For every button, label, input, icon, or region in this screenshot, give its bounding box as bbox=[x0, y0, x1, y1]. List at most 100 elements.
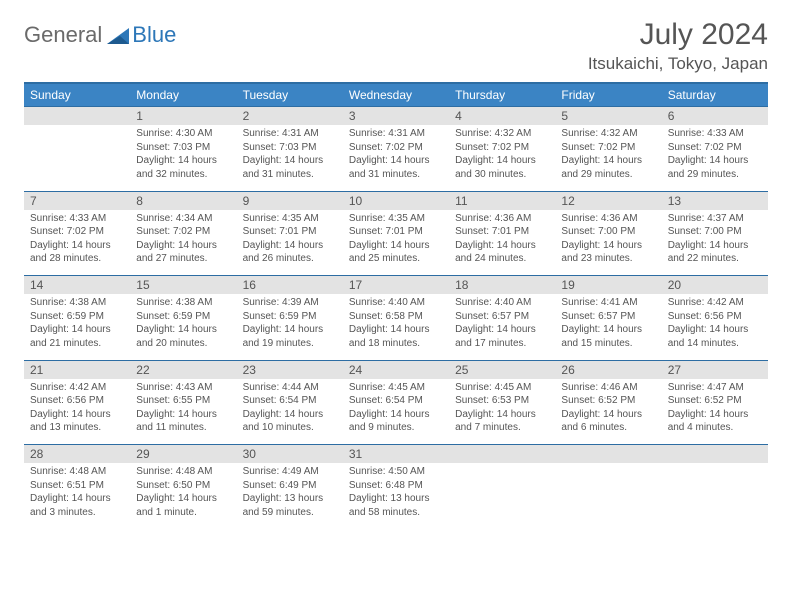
day-number: 22 bbox=[130, 360, 236, 379]
sunrise-text: Sunrise: 4:49 AM bbox=[243, 465, 337, 479]
day-number: 27 bbox=[662, 360, 768, 379]
day-number: 29 bbox=[130, 445, 236, 464]
day-number: 15 bbox=[130, 276, 236, 295]
day-cell: Sunrise: 4:43 AMSunset: 6:55 PMDaylight:… bbox=[130, 379, 236, 445]
sail-icon bbox=[106, 25, 130, 45]
sunset-text: Sunset: 7:02 PM bbox=[30, 225, 124, 239]
sunrise-text: Sunrise: 4:50 AM bbox=[349, 465, 443, 479]
day-cell: Sunrise: 4:35 AMSunset: 7:01 PMDaylight:… bbox=[237, 210, 343, 276]
day-cell bbox=[24, 125, 130, 191]
day-cell bbox=[449, 463, 555, 529]
weekday-header: Friday bbox=[555, 83, 661, 107]
sunset-text: Sunset: 6:54 PM bbox=[243, 394, 337, 408]
daylight-text: Daylight: 14 hours and 20 minutes. bbox=[136, 323, 230, 350]
day-number: 12 bbox=[555, 191, 661, 210]
day-cell: Sunrise: 4:34 AMSunset: 7:02 PMDaylight:… bbox=[130, 210, 236, 276]
day-number bbox=[662, 445, 768, 464]
header: General Blue July 2024 Itsukaichi, Tokyo… bbox=[24, 18, 768, 74]
daylight-text: Daylight: 14 hours and 25 minutes. bbox=[349, 239, 443, 266]
day-cell: Sunrise: 4:42 AMSunset: 6:56 PMDaylight:… bbox=[24, 379, 130, 445]
sunset-text: Sunset: 7:02 PM bbox=[668, 141, 762, 155]
sunset-text: Sunset: 6:59 PM bbox=[136, 310, 230, 324]
daylight-text: Daylight: 14 hours and 3 minutes. bbox=[30, 492, 124, 519]
day-cell: Sunrise: 4:39 AMSunset: 6:59 PMDaylight:… bbox=[237, 294, 343, 360]
sunset-text: Sunset: 6:48 PM bbox=[349, 479, 443, 493]
logo: General Blue bbox=[24, 22, 176, 48]
day-number: 19 bbox=[555, 276, 661, 295]
sunset-text: Sunset: 6:52 PM bbox=[561, 394, 655, 408]
day-number: 10 bbox=[343, 191, 449, 210]
sunset-text: Sunset: 7:01 PM bbox=[455, 225, 549, 239]
day-number: 11 bbox=[449, 191, 555, 210]
sunset-text: Sunset: 6:50 PM bbox=[136, 479, 230, 493]
sunrise-text: Sunrise: 4:42 AM bbox=[30, 381, 124, 395]
daylight-text: Daylight: 14 hours and 24 minutes. bbox=[455, 239, 549, 266]
sunrise-text: Sunrise: 4:32 AM bbox=[455, 127, 549, 141]
sunset-text: Sunset: 6:54 PM bbox=[349, 394, 443, 408]
daylight-text: Daylight: 14 hours and 14 minutes. bbox=[668, 323, 762, 350]
day-number: 23 bbox=[237, 360, 343, 379]
weekday-header: Monday bbox=[130, 83, 236, 107]
day-cell: Sunrise: 4:32 AMSunset: 7:02 PMDaylight:… bbox=[555, 125, 661, 191]
day-number-row: 123456 bbox=[24, 107, 768, 126]
daylight-text: Daylight: 14 hours and 28 minutes. bbox=[30, 239, 124, 266]
sunrise-text: Sunrise: 4:47 AM bbox=[668, 381, 762, 395]
daylight-text: Daylight: 14 hours and 7 minutes. bbox=[455, 408, 549, 435]
sunrise-text: Sunrise: 4:36 AM bbox=[561, 212, 655, 226]
daylight-text: Daylight: 14 hours and 19 minutes. bbox=[243, 323, 337, 350]
sunrise-text: Sunrise: 4:45 AM bbox=[349, 381, 443, 395]
sunset-text: Sunset: 7:01 PM bbox=[349, 225, 443, 239]
day-number: 16 bbox=[237, 276, 343, 295]
day-number-row: 28293031 bbox=[24, 445, 768, 464]
sunrise-text: Sunrise: 4:43 AM bbox=[136, 381, 230, 395]
sunrise-text: Sunrise: 4:45 AM bbox=[455, 381, 549, 395]
day-cell: Sunrise: 4:45 AMSunset: 6:53 PMDaylight:… bbox=[449, 379, 555, 445]
sunset-text: Sunset: 7:00 PM bbox=[668, 225, 762, 239]
sunrise-text: Sunrise: 4:32 AM bbox=[561, 127, 655, 141]
logo-text-blue: Blue bbox=[132, 22, 176, 48]
logo-text-general: General bbox=[24, 22, 102, 48]
day-number: 17 bbox=[343, 276, 449, 295]
day-number: 18 bbox=[449, 276, 555, 295]
sunrise-text: Sunrise: 4:33 AM bbox=[30, 212, 124, 226]
daylight-text: Daylight: 14 hours and 6 minutes. bbox=[561, 408, 655, 435]
sunrise-text: Sunrise: 4:36 AM bbox=[455, 212, 549, 226]
day-number bbox=[555, 445, 661, 464]
sunrise-text: Sunrise: 4:33 AM bbox=[668, 127, 762, 141]
daylight-text: Daylight: 14 hours and 27 minutes. bbox=[136, 239, 230, 266]
day-number: 9 bbox=[237, 191, 343, 210]
day-cell: Sunrise: 4:40 AMSunset: 6:58 PMDaylight:… bbox=[343, 294, 449, 360]
weekday-header: Tuesday bbox=[237, 83, 343, 107]
sunset-text: Sunset: 6:52 PM bbox=[668, 394, 762, 408]
day-cell: Sunrise: 4:38 AMSunset: 6:59 PMDaylight:… bbox=[130, 294, 236, 360]
weekday-header: Sunday bbox=[24, 83, 130, 107]
day-cell: Sunrise: 4:48 AMSunset: 6:50 PMDaylight:… bbox=[130, 463, 236, 529]
daylight-text: Daylight: 14 hours and 31 minutes. bbox=[349, 154, 443, 181]
daylight-text: Daylight: 14 hours and 26 minutes. bbox=[243, 239, 337, 266]
day-cell: Sunrise: 4:49 AMSunset: 6:49 PMDaylight:… bbox=[237, 463, 343, 529]
day-cell: Sunrise: 4:37 AMSunset: 7:00 PMDaylight:… bbox=[662, 210, 768, 276]
daylight-text: Daylight: 14 hours and 17 minutes. bbox=[455, 323, 549, 350]
day-content-row: Sunrise: 4:48 AMSunset: 6:51 PMDaylight:… bbox=[24, 463, 768, 529]
daylight-text: Daylight: 14 hours and 15 minutes. bbox=[561, 323, 655, 350]
day-cell: Sunrise: 4:30 AMSunset: 7:03 PMDaylight:… bbox=[130, 125, 236, 191]
sunrise-text: Sunrise: 4:31 AM bbox=[349, 127, 443, 141]
day-number: 2 bbox=[237, 107, 343, 126]
day-number: 14 bbox=[24, 276, 130, 295]
daylight-text: Daylight: 14 hours and 1 minute. bbox=[136, 492, 230, 519]
day-cell: Sunrise: 4:40 AMSunset: 6:57 PMDaylight:… bbox=[449, 294, 555, 360]
sunset-text: Sunset: 6:57 PM bbox=[561, 310, 655, 324]
day-number: 30 bbox=[237, 445, 343, 464]
day-cell: Sunrise: 4:41 AMSunset: 6:57 PMDaylight:… bbox=[555, 294, 661, 360]
sunset-text: Sunset: 6:53 PM bbox=[455, 394, 549, 408]
day-number: 3 bbox=[343, 107, 449, 126]
day-cell: Sunrise: 4:32 AMSunset: 7:02 PMDaylight:… bbox=[449, 125, 555, 191]
daylight-text: Daylight: 14 hours and 9 minutes. bbox=[349, 408, 443, 435]
daylight-text: Daylight: 14 hours and 4 minutes. bbox=[668, 408, 762, 435]
day-cell: Sunrise: 4:33 AMSunset: 7:02 PMDaylight:… bbox=[662, 125, 768, 191]
weekday-header: Wednesday bbox=[343, 83, 449, 107]
sunset-text: Sunset: 7:02 PM bbox=[136, 225, 230, 239]
weekday-header: Thursday bbox=[449, 83, 555, 107]
daylight-text: Daylight: 14 hours and 22 minutes. bbox=[668, 239, 762, 266]
day-number: 21 bbox=[24, 360, 130, 379]
